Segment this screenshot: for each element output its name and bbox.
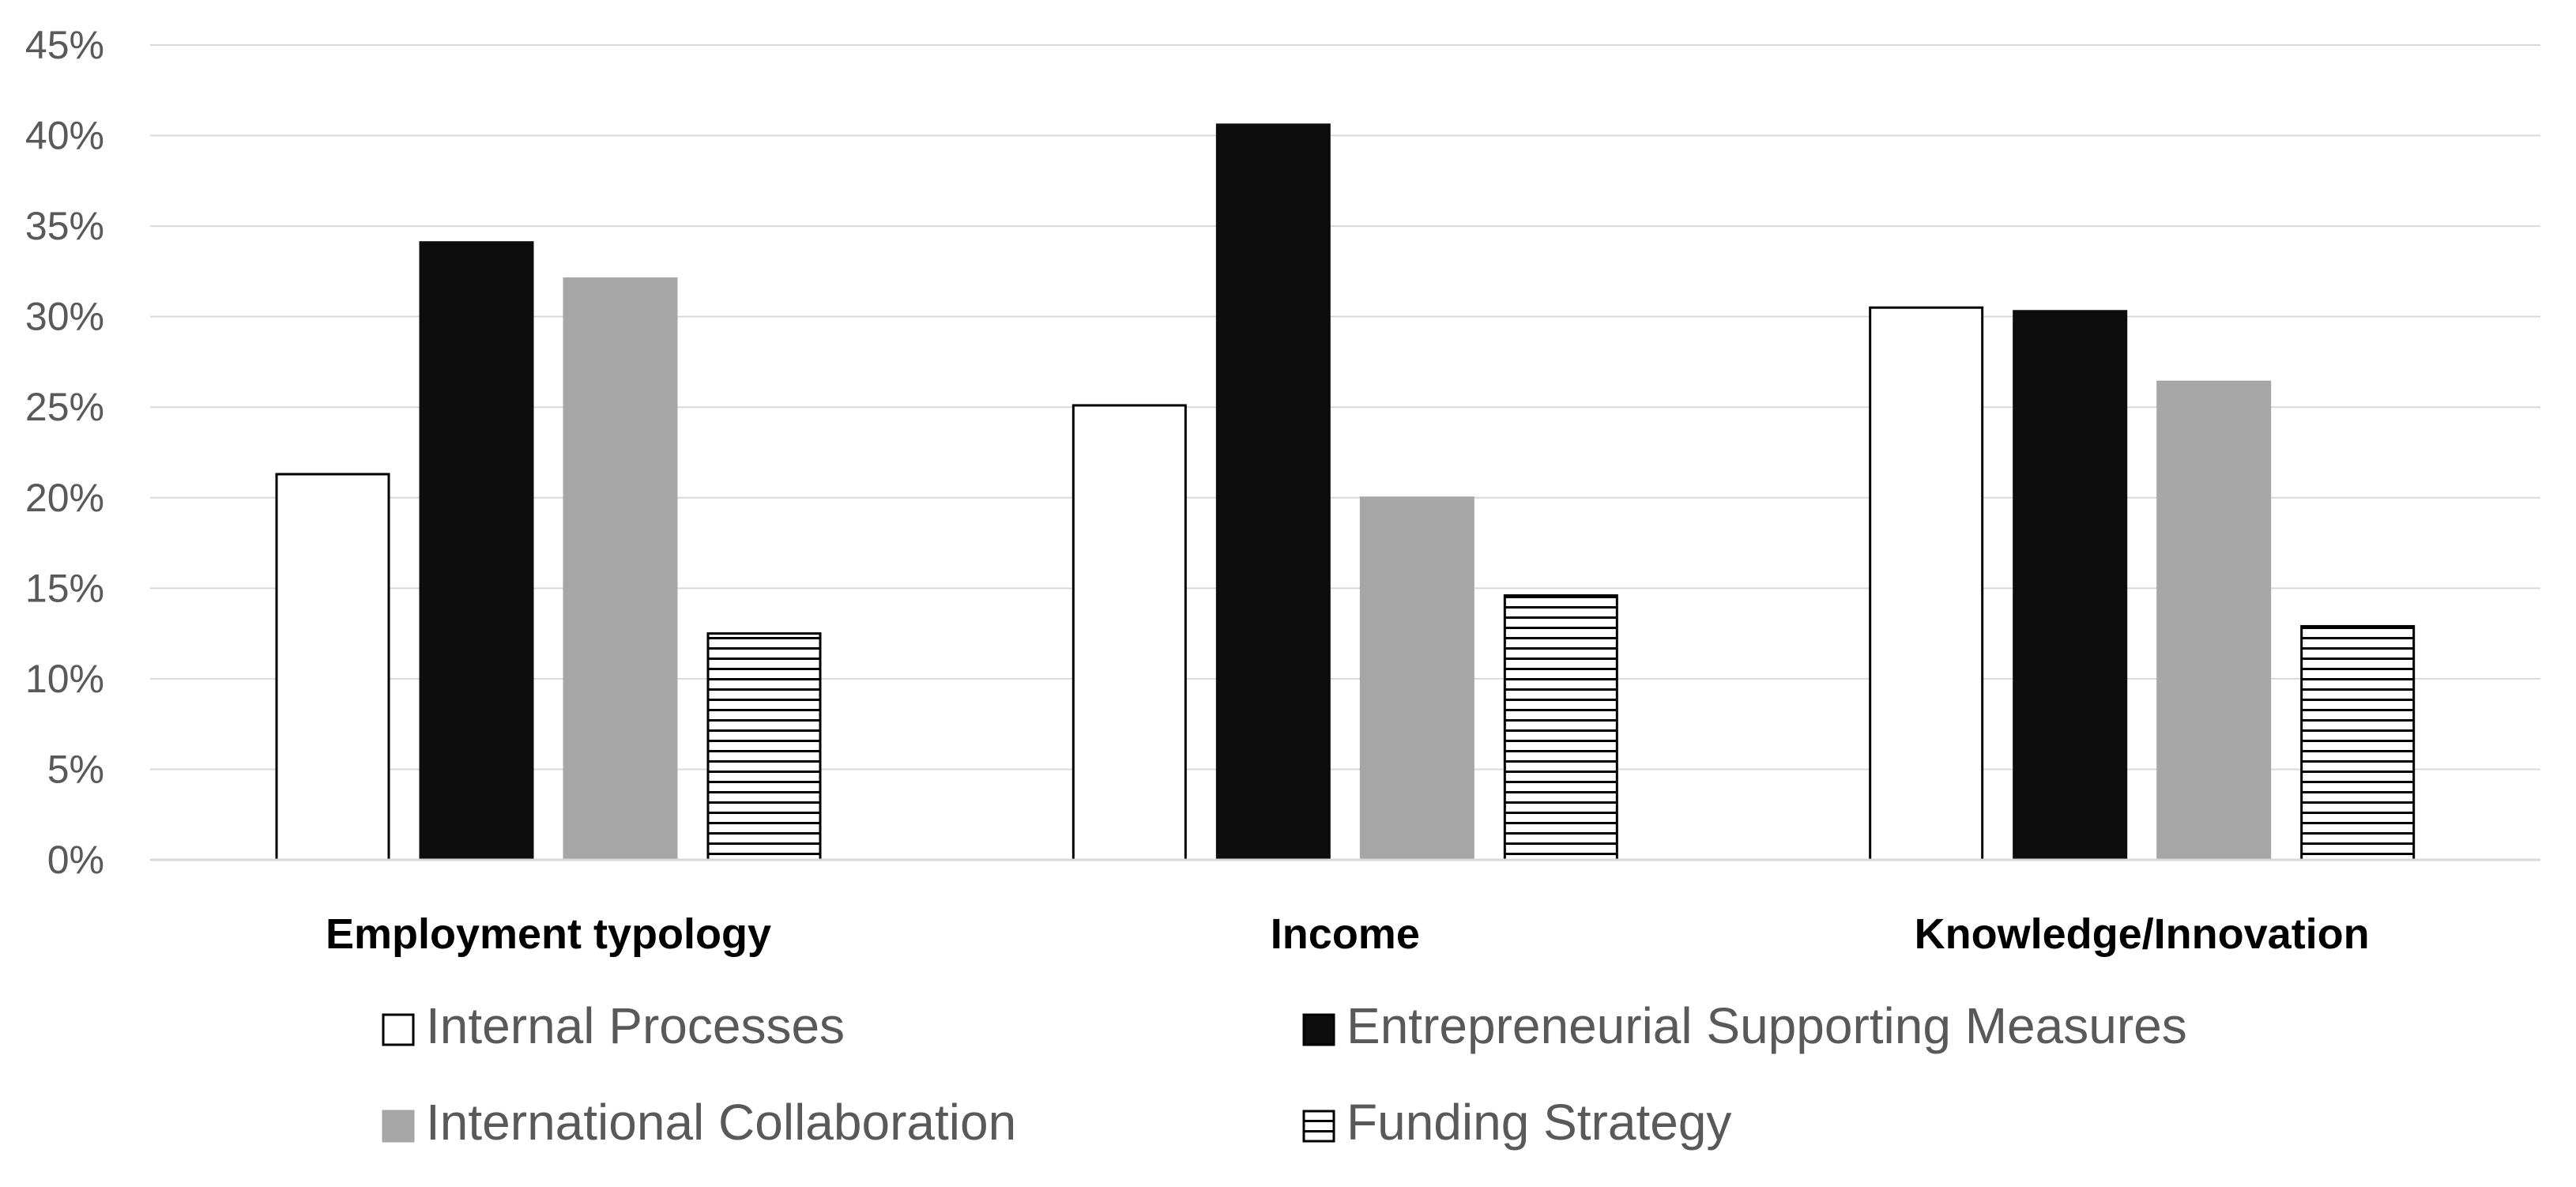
y-tick-label: 20%	[25, 476, 104, 520]
bar-internal-processes-knowledge-innovation	[1869, 306, 1984, 861]
bar-international-collaboration-knowledge-innovation	[2156, 380, 2272, 861]
legend-swatch-funding-strategy	[1302, 1110, 1335, 1143]
bar-internal-processes-income	[1071, 404, 1187, 861]
y-axis-tick-labels: 0% 5% 10% 15% 20% 25% 30% 35% 40% 45%	[25, 23, 104, 882]
bar-entrepreneurial-supporting-measures-income	[1215, 123, 1331, 861]
y-tick-label: 0%	[47, 838, 104, 882]
y-tick-label: 25%	[25, 385, 104, 429]
bar-funding-strategy-knowledge-innovation	[2300, 624, 2416, 861]
y-tick-label: 15%	[25, 566, 104, 610]
y-tick-label: 5%	[47, 747, 104, 791]
legend-label-entrepreneurial-supporting-measures: Entrepreneurial Supporting Measures	[1346, 997, 2187, 1054]
bar-international-collaboration-employment-typology	[563, 277, 678, 861]
y-tick-label: 10%	[25, 657, 104, 701]
bar-internal-processes-employment-typology	[275, 473, 390, 861]
legend-swatch-international-collaboration	[382, 1110, 415, 1143]
category-label-knowledge-innovation: Knowledge/Innovation	[1915, 910, 2370, 958]
bar-funding-strategy-income	[1503, 594, 1618, 861]
legend-label-international-collaboration: International Collaboration	[426, 1094, 1016, 1151]
legend-swatch-internal-processes	[382, 1013, 415, 1046]
legend-label-funding-strategy: Funding Strategy	[1346, 1094, 1731, 1151]
legend: Internal Processes Entrepreneurial Suppor…	[382, 997, 2187, 1151]
y-tick-label: 40%	[25, 114, 104, 158]
category-labels: Employment typology Income Knowledge/Innov…	[326, 910, 2370, 958]
legend-label-internal-processes: Internal Processes	[426, 997, 845, 1054]
gridlines	[150, 44, 2540, 771]
bar-international-collaboration-income	[1359, 496, 1474, 861]
category-label-income: Income	[1271, 910, 1420, 958]
bar-funding-strategy-employment-typology	[706, 632, 822, 861]
bars	[275, 123, 2416, 861]
y-tick-label: 45%	[25, 23, 104, 67]
bar-entrepreneurial-supporting-measures-knowledge-innovation	[2013, 310, 2128, 861]
legend-swatch-entrepreneurial-supporting-measures	[1302, 1013, 1335, 1046]
y-tick-label: 35%	[25, 204, 104, 248]
category-label-employment-typology: Employment typology	[326, 910, 771, 958]
y-tick-label: 30%	[25, 295, 104, 339]
bar-entrepreneurial-supporting-measures-employment-typology	[419, 241, 534, 861]
